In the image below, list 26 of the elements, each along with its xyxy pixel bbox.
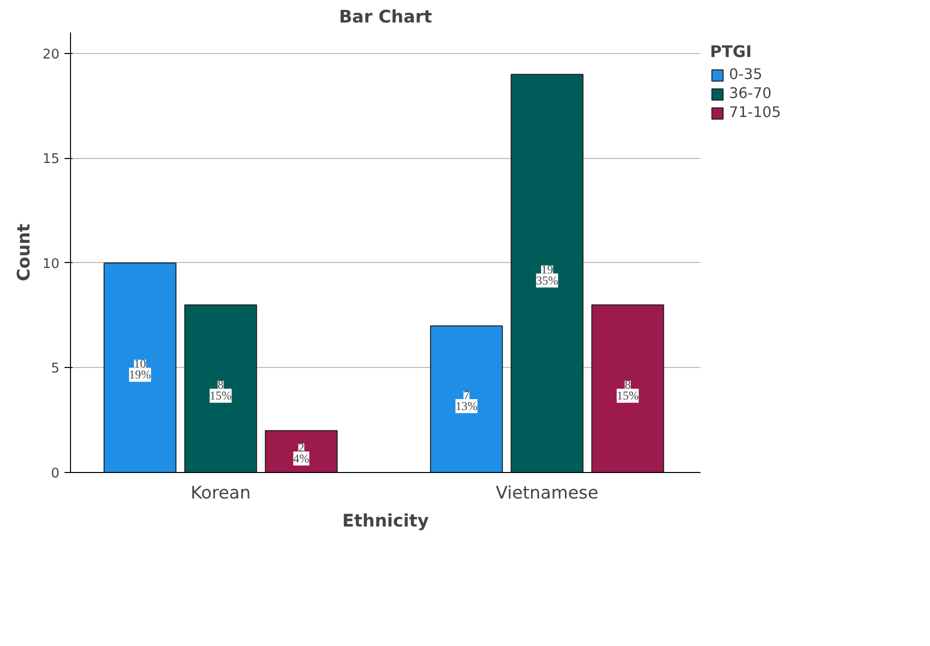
bar: [430, 325, 503, 472]
x-tick-label: Vietnamese: [496, 484, 598, 504]
text: 10 19%: [129, 356, 152, 382]
bar: [184, 304, 258, 472]
y-tick-label: 20: [42, 47, 60, 62]
text: 19 35%: [536, 262, 558, 288]
chart-title: Bar Chart: [338, 8, 432, 28]
y-tick-label: 15: [42, 152, 60, 168]
text: 2 4%: [293, 440, 310, 466]
y-axis-title: Count: [14, 224, 35, 282]
y-tick-label: 0: [51, 466, 60, 482]
bar: [510, 74, 584, 472]
legend-label: 71-105: [729, 104, 781, 121]
text: 8 15%: [210, 378, 232, 403]
y-tick-label: 10: [42, 256, 60, 272]
bar: [591, 304, 664, 472]
legend-title: PTGI: [710, 42, 753, 61]
legend-label: 0-35: [729, 66, 762, 83]
bar: [104, 262, 176, 472]
y-tick-label: 5: [51, 362, 60, 377]
legend-label: 36-70: [729, 85, 772, 102]
x-tick-label: Korean: [190, 484, 251, 504]
text: 8 15%: [616, 378, 639, 403]
bar: [264, 430, 338, 472]
x-axis-title: Ethnicity: [342, 512, 429, 532]
text: 7 13%: [455, 388, 478, 414]
